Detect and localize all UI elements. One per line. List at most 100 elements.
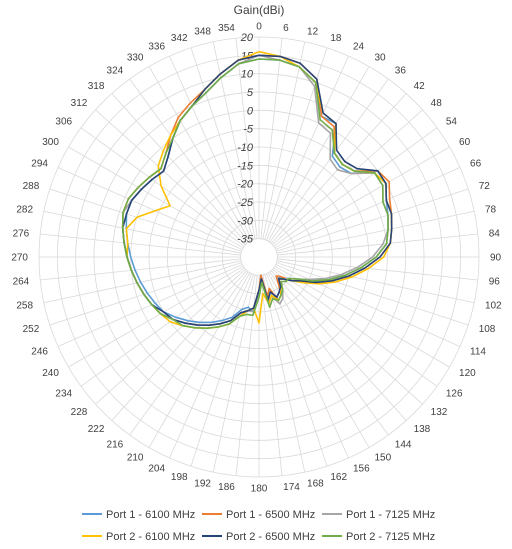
radial-tick-label: 0 (247, 105, 254, 117)
angle-tick-label: 354 (218, 23, 235, 34)
angle-tick-label: 282 (16, 204, 33, 215)
angle-tick-label: 132 (431, 407, 448, 418)
grid-spoke (148, 272, 251, 448)
series-line-5 (121, 54, 393, 326)
grid-spoke (269, 78, 389, 243)
series-line-6 (121, 58, 389, 329)
radial-tick-label: -25 (237, 197, 254, 209)
radial-tick-label: -5 (243, 124, 254, 136)
angle-tick-label: 84 (489, 228, 501, 239)
grid-spoke (275, 264, 461, 347)
radial-tick-label: 5 (247, 87, 254, 99)
angle-tick-label: 240 (42, 368, 59, 379)
angle-tick-label: 168 (307, 478, 324, 489)
angle-tick-label: 162 (330, 472, 347, 483)
angle-tick-label: 102 (485, 301, 502, 312)
angle-tick-label: 276 (13, 228, 30, 239)
grid-spoke (68, 265, 244, 368)
angle-tick-label: 150 (375, 453, 392, 464)
series-line-1 (125, 58, 389, 324)
angle-tick-label: 54 (446, 117, 458, 128)
angle-tick-label: 66 (470, 159, 482, 170)
angle-tick-label: 264 (13, 277, 30, 288)
angle-tick-label: 318 (88, 81, 105, 92)
legend: Port 1 - 6100 MHz Port 1 - 6500 MHz Port 1… (82, 509, 435, 543)
radial-tick-label: 10 (241, 69, 254, 81)
angle-tick-label: 192 (194, 478, 211, 489)
grid-spoke (277, 258, 478, 281)
grid-spoke (273, 267, 438, 387)
radial-tick-label: -20 (237, 179, 254, 191)
angle-tick-label: 0 (256, 22, 262, 33)
grid-spoke (43, 210, 242, 254)
grid-spoke (190, 47, 254, 240)
series-group (121, 50, 393, 329)
grid-spoke (190, 274, 254, 467)
angle-tick-label: 174 (283, 482, 300, 493)
grid-spoke (57, 264, 243, 347)
grid-spoke (276, 260, 475, 304)
grid-spoke (80, 127, 245, 247)
angle-tick-label: 306 (55, 117, 72, 128)
grid-spoke (111, 93, 248, 244)
grid-spoke (260, 38, 283, 239)
grid-spoke (269, 271, 389, 436)
grid-spoke (43, 260, 242, 304)
angle-tick-label: 156 (353, 464, 370, 475)
angle-tick-label: 228 (71, 407, 88, 418)
legend-label: Port 1 - 6500 MHz (226, 509, 315, 521)
angle-tick-label: 348 (194, 27, 211, 38)
angle-tick-label: 114 (470, 346, 486, 357)
grid-spoke (80, 267, 245, 387)
radial-tick-label: -10 (237, 142, 254, 154)
grid-spoke (264, 274, 328, 467)
radial-tick-label: -35 (237, 234, 254, 246)
grid-spoke (267, 272, 370, 448)
grid-spoke (272, 268, 423, 405)
angle-tick-label: 24 (353, 41, 365, 52)
angle-tick-label: 144 (395, 439, 412, 450)
angle-tick-label: 216 (107, 439, 124, 450)
angle-tick-label: 270 (11, 253, 28, 264)
legend-label: Port 2 - 6500 MHz (226, 531, 315, 543)
angle-tick-label: 288 (23, 181, 40, 192)
grid-spoke (273, 127, 438, 247)
grid-spoke (212, 274, 256, 473)
angle-tick-label: 330 (127, 52, 144, 63)
grid-spoke (68, 146, 244, 249)
angle-tick-label: 222 (88, 424, 105, 435)
angle-tick-label: 90 (490, 253, 502, 264)
grid-spoke (277, 233, 478, 256)
angle-tick-label: 120 (459, 368, 476, 379)
grid-spoke (169, 273, 252, 459)
grid-spoke (57, 167, 243, 250)
angle-tick-label: 78 (485, 204, 497, 215)
grid-spoke (95, 109, 246, 246)
grid-spoke (40, 258, 241, 281)
grid-spoke (49, 188, 242, 252)
grid-spoke (262, 41, 306, 240)
angle-tick-label: 6 (283, 23, 289, 34)
radial-tick-label: -15 (237, 160, 254, 172)
legend-label: Port 2 - 7125 MHz (346, 531, 435, 543)
grid-spoke (148, 66, 251, 242)
grid-spoke (270, 270, 407, 421)
polar-grid (38, 36, 480, 478)
legend-label: Port 2 - 6100 MHz (106, 531, 195, 543)
angle-tick-label: 342 (171, 33, 188, 44)
angle-tick-label: 252 (23, 324, 40, 335)
grid-spoke (275, 167, 461, 250)
grid-spoke (264, 47, 328, 240)
angle-tick-label: 48 (431, 98, 443, 109)
grid-spoke (276, 262, 469, 326)
legend-label: Port 1 - 6100 MHz (106, 509, 195, 521)
angle-tick-label: 246 (31, 346, 48, 357)
angle-tick-label: 12 (307, 27, 319, 38)
angle-tick-label: 312 (71, 98, 88, 109)
angle-tick-label: 258 (16, 301, 33, 312)
grid-spoke (276, 188, 469, 252)
angle-tick-label: 300 (42, 137, 59, 148)
